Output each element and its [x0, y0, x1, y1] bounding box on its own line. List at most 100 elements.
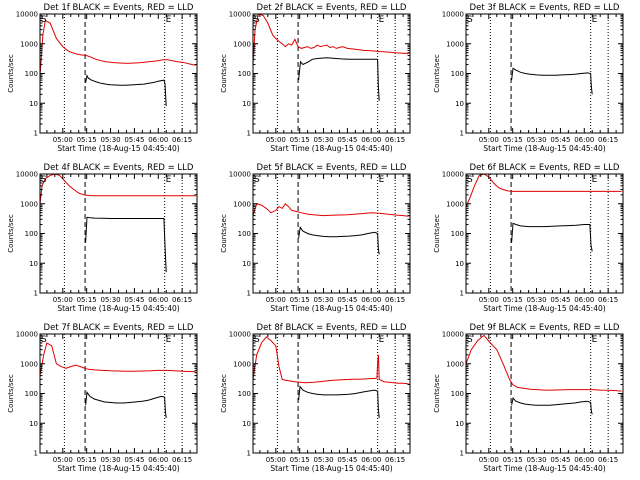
x-tick-label: 05:45: [550, 456, 570, 464]
y-tick-label: 1000: [233, 40, 251, 48]
start-marker: S: [254, 175, 260, 185]
y-tick-label: 100: [238, 230, 251, 238]
x-tick-label: 06:15: [598, 296, 618, 304]
y-axis-label: Counts/sec: [433, 374, 441, 413]
y-tick-label: 1: [460, 450, 464, 458]
x-tick-label: 06:00: [574, 296, 594, 304]
lld-series-line: [40, 19, 196, 77]
x-tick-label: 05:00: [479, 136, 499, 144]
x-axis-label: Start Time (18-Aug-15 04:45:40): [57, 304, 179, 313]
start-marker: S: [467, 175, 473, 185]
plot-frame: [252, 173, 411, 294]
events-series-line: [298, 385, 380, 419]
y-tick-label: 100: [451, 230, 464, 238]
y-tick-label: 1000: [446, 40, 464, 48]
panel-title: Det 9f BLACK = Events, RED = LLD: [470, 323, 620, 333]
x-tick-label: 06:15: [598, 136, 618, 144]
y-axis-label: Counts/sec: [433, 54, 441, 93]
plot-frame: [39, 333, 198, 454]
x-tick-label: 05:30: [313, 296, 333, 304]
y-tick-label: 100: [238, 70, 251, 78]
start-marker: S: [254, 15, 260, 25]
start-marker: S: [41, 175, 47, 185]
x-tick-label: 06:00: [361, 296, 381, 304]
panel-title: Det 8f BLACK = Events, RED = LLD: [257, 323, 407, 333]
x-tick-label: 06:15: [385, 456, 405, 464]
y-tick-label: 10: [242, 260, 251, 268]
start-marker: S: [254, 335, 260, 345]
end-marker: E: [592, 335, 598, 345]
y-tick-label: 1: [34, 450, 38, 458]
panel-title: Det 6f BLACK = Events, RED = LLD: [470, 163, 620, 173]
start-marker: S: [41, 335, 47, 345]
x-tick-label: 05:15: [503, 296, 523, 304]
y-tick-label: 1000: [20, 200, 38, 208]
y-tick-label: 10: [29, 420, 38, 428]
x-tick-label: 06:00: [361, 456, 381, 464]
lld-series-line: [40, 174, 196, 204]
x-tick-label: 05:15: [290, 296, 310, 304]
plot-frame: [252, 13, 411, 134]
lld-series-line: [466, 174, 622, 207]
x-tick-label: 05:15: [77, 296, 97, 304]
y-axis-label: Counts/sec: [220, 214, 228, 253]
y-tick-label: 100: [238, 390, 251, 398]
detector-panel: Det 5f BLACK = Events, RED = LLD 05:00 05:…: [220, 163, 411, 313]
y-tick-label: 1000: [446, 360, 464, 368]
y-tick-label: 10: [455, 260, 464, 268]
start-marker: S: [467, 335, 473, 345]
y-tick-label: 100: [25, 70, 38, 78]
x-tick-label: 05:45: [124, 136, 144, 144]
x-tick-label: 05:30: [313, 456, 333, 464]
x-tick-label: 06:00: [148, 136, 168, 144]
y-tick-label: 10: [242, 100, 251, 108]
events-series-line: [511, 397, 593, 415]
x-tick-label: 06:15: [598, 456, 618, 464]
y-axis-label: Counts/sec: [7, 54, 15, 93]
detector-panel: Det 7f BLACK = Events, RED = LLD 05:00 05:…: [7, 323, 198, 473]
x-tick-label: 06:00: [148, 456, 168, 464]
start-marker: S: [41, 15, 47, 25]
x-tick-label: 06:00: [361, 136, 381, 144]
y-tick-label: 10000: [442, 11, 464, 19]
y-tick-label: 1: [247, 450, 251, 458]
y-tick-label: 100: [25, 230, 38, 238]
end-marker: E: [166, 335, 172, 345]
detector-panel: Det 3f BLACK = Events, RED = LLD 05:00 05:…: [433, 3, 624, 153]
detector-panel: Det 2f BLACK = Events, RED = LLD 05:00 05:…: [220, 3, 411, 153]
x-axis-label: Start Time (18-Aug-15 04:45:40): [57, 144, 179, 153]
x-tick-label: 06:00: [148, 296, 168, 304]
x-tick-label: 05:45: [550, 136, 570, 144]
y-tick-label: 100: [25, 390, 38, 398]
end-marker: E: [166, 175, 172, 185]
lld-series-line: [466, 334, 622, 392]
x-axis-label: Start Time (18-Aug-15 04:45:40): [270, 144, 392, 153]
events-series-line: [298, 57, 380, 101]
panel-title: Det 5f BLACK = Events, RED = LLD: [257, 163, 407, 173]
events-series-line: [85, 216, 167, 273]
y-tick-label: 1000: [20, 360, 38, 368]
x-tick-label: 05:45: [337, 136, 357, 144]
start-marker: S: [467, 15, 473, 25]
end-marker: E: [592, 15, 598, 25]
y-tick-label: 10000: [16, 11, 38, 19]
y-tick-label: 10: [455, 420, 464, 428]
panel-title: Det 3f BLACK = Events, RED = LLD: [470, 3, 620, 13]
detector-panel: Det 6f BLACK = Events, RED = LLD 05:00 05:…: [433, 163, 624, 313]
y-axis-label: Counts/sec: [220, 54, 228, 93]
y-tick-label: 100: [451, 70, 464, 78]
x-tick-label: 05:15: [290, 136, 310, 144]
x-tick-label: 05:15: [290, 456, 310, 464]
x-tick-label: 05:30: [100, 136, 120, 144]
y-tick-label: 10: [242, 420, 251, 428]
lld-series-line: [253, 336, 409, 385]
x-tick-label: 05:30: [526, 456, 546, 464]
panel-title: Det 4f BLACK = Events, RED = LLD: [44, 163, 194, 173]
x-tick-label: 05:30: [313, 136, 333, 144]
y-tick-label: 10: [29, 100, 38, 108]
y-axis-label: Counts/sec: [220, 374, 228, 413]
panel-title: Det 2f BLACK = Events, RED = LLD: [257, 3, 407, 13]
y-axis-label: Counts/sec: [433, 214, 441, 253]
end-marker: E: [379, 15, 385, 25]
lld-series-line: [253, 203, 409, 217]
